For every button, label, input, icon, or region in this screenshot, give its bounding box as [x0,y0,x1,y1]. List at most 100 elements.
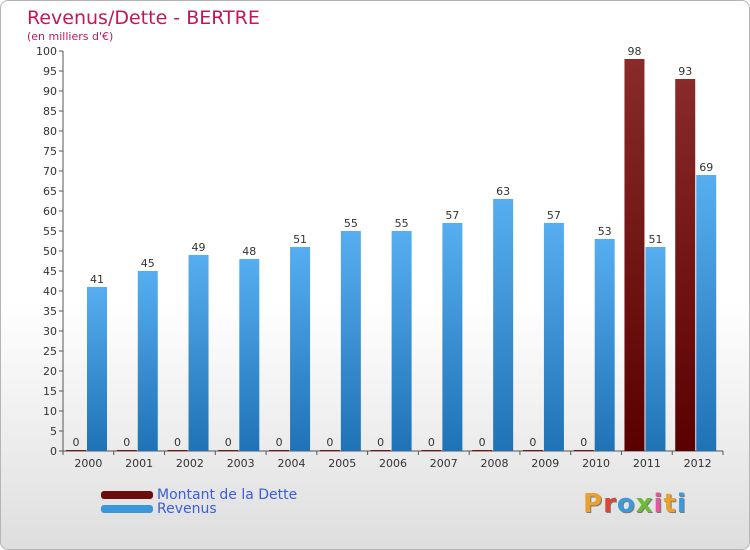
x-tick-label: 2001 [125,457,153,470]
value-label-dette: 0 [225,436,232,449]
value-label-revenus: 57 [547,209,561,222]
bar-revenus [340,231,361,451]
y-tick-label: 55 [43,225,57,238]
x-tick-label: 2008 [481,457,509,470]
bar-revenus [137,271,158,451]
legend-item-dette: Montant de la Dette [101,487,298,503]
chart-title: Revenus/Dette - BERTRE [27,7,260,29]
bar-dette [319,450,340,451]
bar-dette [167,450,188,451]
value-label-dette: 0 [326,436,333,449]
bar-dette [269,450,290,451]
y-tick-label: 30 [43,325,57,338]
value-label-revenus: 57 [445,209,459,222]
y-tick-label: 65 [43,185,57,198]
y-tick-label: 5 [50,425,57,438]
value-label-revenus: 41 [90,273,104,286]
y-tick-label: 0 [50,445,57,458]
y-tick-label: 50 [43,245,57,258]
bar-dette [573,450,594,451]
value-label-dette: 0 [276,436,283,449]
value-label-revenus: 49 [192,241,206,254]
logo-letter: x [635,489,654,519]
bar-revenus [594,239,615,451]
bar-dette [218,450,239,451]
value-label-revenus: 48 [242,245,256,258]
y-tick-label: 100 [36,45,57,58]
bar-dette [116,450,137,451]
bar-revenus [188,255,209,451]
bar-dette [370,450,391,451]
x-tick-label: 2000 [74,457,102,470]
y-tick-label: 15 [43,385,57,398]
value-label-revenus: 53 [598,225,612,238]
y-tick-label: 10 [43,405,57,418]
y-tick-label: 35 [43,305,57,318]
value-label-revenus: 69 [699,161,713,174]
x-tick-label: 2012 [684,457,712,470]
chart-subtitle: (en milliers d'€) [27,30,114,43]
chart-value-labels: 0 41 0 45 0 49 0 48 0 51 0 55 0 55 0 57 0 63 0 57 0 53 98 51 93 6… [73,45,714,449]
logo-letter: i [676,489,687,519]
x-tick-label: 2006 [379,457,407,470]
bar-revenus [87,287,107,451]
value-label-revenus: 51 [293,233,307,246]
logo-letter: P [583,489,604,519]
y-tick-label: 85 [43,105,57,118]
y-tick-label: 75 [43,145,57,158]
bar-dette [66,450,86,451]
bar-dette [675,79,696,451]
y-tick-label: 70 [43,165,57,178]
y-tick-label: 45 [43,265,57,278]
value-label-dette: 0 [479,436,486,449]
legend-swatch-dette [101,491,153,499]
bar-dette [624,59,645,451]
value-label-revenus: 63 [496,185,510,198]
bar-revenus [239,259,260,451]
value-label-dette: 0 [580,436,587,449]
x-tick-label: 2011 [633,457,661,470]
bar-revenus [645,247,666,451]
value-label-dette: 0 [73,436,80,449]
value-label-dette: 0 [123,436,130,449]
y-tick-label: 60 [43,205,57,218]
y-tick-label: 20 [43,365,57,378]
bar-revenus [391,231,412,451]
bar-revenus [442,223,463,451]
bar-revenus [543,223,564,451]
value-label-dette: 98 [627,45,641,58]
legend-label-revenus: Revenus [157,501,217,517]
logo-letter: i [653,489,664,519]
value-label-revenus: 55 [395,217,409,230]
x-tick-label: 2010 [582,457,610,470]
logo-letter: o [616,489,636,519]
bar-dette [472,450,493,451]
value-label-revenus: 45 [141,257,155,270]
logo-letter: t [663,489,677,519]
value-label-revenus: 55 [344,217,358,230]
y-tick-label: 90 [43,85,57,98]
legend-label-dette: Montant de la Dette [157,487,298,503]
y-tick-label: 80 [43,125,57,138]
value-label-revenus: 51 [648,233,662,246]
x-tick-label: 2004 [277,457,305,470]
value-label-dette: 0 [529,436,536,449]
bar-dette [421,450,442,451]
x-tick-label: 2009 [531,457,559,470]
bar-dette [522,450,543,451]
proxiti-logo: Proxiti [583,489,687,519]
value-label-dette: 93 [678,65,692,78]
y-tick-label: 25 [43,345,57,358]
value-label-dette: 0 [377,436,384,449]
logo-letter: r [603,489,617,519]
bar-revenus [290,247,311,451]
legend-swatch-revenus [101,505,153,513]
x-tick-label: 2005 [328,457,356,470]
y-tick-label: 40 [43,285,57,298]
value-label-dette: 0 [174,436,181,449]
legend-item-revenus: Revenus [101,501,217,517]
bar-revenus [696,175,717,451]
bar-revenus [493,199,514,451]
